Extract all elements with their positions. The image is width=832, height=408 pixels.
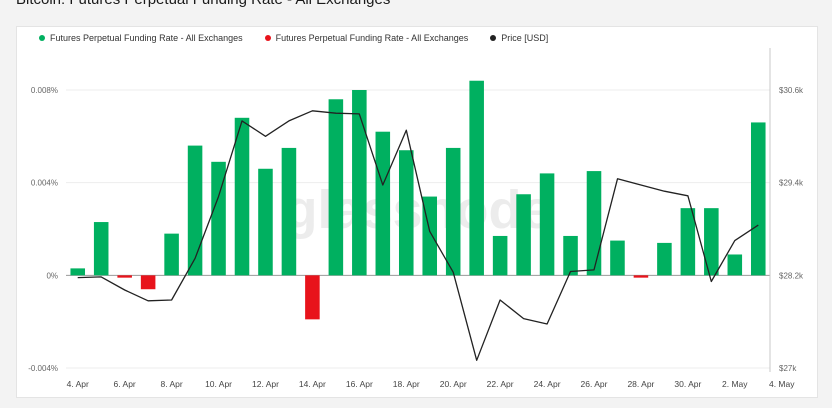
legend-item-funding-negative[interactable]: Futures Perpetual Funding Rate - All Exc… bbox=[264, 33, 469, 43]
funding-bar bbox=[398, 150, 414, 276]
funding-bar bbox=[375, 131, 391, 276]
funding-bar bbox=[586, 171, 602, 276]
y-left-tick-label: -0.004% bbox=[28, 364, 58, 373]
legend-item-price[interactable]: Price [USD] bbox=[490, 33, 548, 43]
funding-bar bbox=[704, 208, 719, 276]
y-right-tick-label: $29.4k bbox=[779, 179, 804, 188]
x-tick-label: 10. Apr bbox=[205, 379, 232, 389]
y-right-tick-label: $27k bbox=[779, 364, 797, 373]
x-tick-label: 24. Apr bbox=[534, 379, 561, 389]
x-tick-label: 4. May bbox=[769, 379, 795, 389]
legend-dot-icon bbox=[264, 35, 271, 41]
legend-label: Futures Perpetual Funding Rate - All Exc… bbox=[275, 33, 469, 43]
funding-bar bbox=[70, 268, 86, 276]
funding-bar bbox=[539, 173, 555, 276]
funding-bar bbox=[234, 117, 250, 276]
funding-bar bbox=[750, 122, 766, 276]
chart-card: Futures Perpetual Funding Rate - All Exc… bbox=[16, 26, 818, 398]
funding-bar bbox=[211, 161, 226, 276]
funding-bar bbox=[258, 168, 273, 276]
funding-bar bbox=[352, 90, 367, 276]
funding-bar bbox=[633, 275, 649, 278]
funding-bar bbox=[281, 147, 297, 276]
funding-bar bbox=[492, 235, 508, 276]
price-line bbox=[77, 110, 759, 361]
x-tick-label: 22. Apr bbox=[487, 379, 514, 389]
x-tick-label: 2. May bbox=[722, 379, 748, 389]
y-right-tick-label: $28.2k bbox=[779, 271, 804, 280]
y-left-tick-label: 0.008% bbox=[31, 86, 58, 95]
funding-bar bbox=[610, 240, 625, 276]
funding-bar bbox=[164, 233, 179, 276]
y-left-tick-label: 0% bbox=[46, 271, 58, 280]
x-tick-label: 14. Apr bbox=[299, 379, 326, 389]
x-tick-label: 8. Apr bbox=[160, 379, 182, 389]
legend-label: Futures Perpetual Funding Rate - All Exc… bbox=[50, 33, 243, 43]
funding-bar bbox=[727, 254, 743, 276]
funding-bar bbox=[305, 275, 320, 320]
x-tick-label: 6. Apr bbox=[114, 379, 136, 389]
x-tick-label: 28. Apr bbox=[627, 379, 654, 389]
funding-bar bbox=[445, 147, 461, 276]
legend-dot-icon bbox=[490, 35, 497, 41]
funding-bar bbox=[93, 222, 109, 276]
legend-dot-icon bbox=[39, 35, 45, 41]
x-tick-label: 30. Apr bbox=[674, 379, 701, 389]
x-tick-label: 16. Apr bbox=[346, 379, 373, 389]
x-tick-label: 4. Apr bbox=[67, 379, 89, 389]
legend-item-funding-positive[interactable]: Futures Perpetual Funding Rate - All Exc… bbox=[39, 33, 243, 43]
funding-bar bbox=[657, 242, 672, 276]
y-right-tick-label: $30.6k bbox=[779, 86, 804, 95]
funding-bar bbox=[328, 99, 344, 276]
watermark: glassnode bbox=[284, 180, 551, 240]
funding-bar bbox=[117, 275, 132, 278]
x-tick-label: 12. Apr bbox=[252, 379, 279, 389]
chart-legend: Futures Perpetual Funding Rate - All Exc… bbox=[39, 33, 548, 43]
funding-bar bbox=[680, 208, 696, 276]
funding-bar bbox=[187, 145, 203, 276]
legend-label: Price [USD] bbox=[501, 33, 549, 43]
funding-bar bbox=[469, 80, 484, 276]
funding-bar bbox=[516, 194, 531, 276]
x-tick-label: 20. Apr bbox=[440, 379, 467, 389]
page-title: Bitcoin: Futures Perpetual Funding Rate … bbox=[16, 0, 390, 8]
x-tick-label: 18. Apr bbox=[393, 379, 420, 389]
x-tick-label: 26. Apr bbox=[581, 379, 608, 389]
y-left-tick-label: 0.004% bbox=[31, 179, 58, 188]
funding-bar bbox=[140, 275, 156, 290]
funding-bar bbox=[563, 235, 578, 276]
